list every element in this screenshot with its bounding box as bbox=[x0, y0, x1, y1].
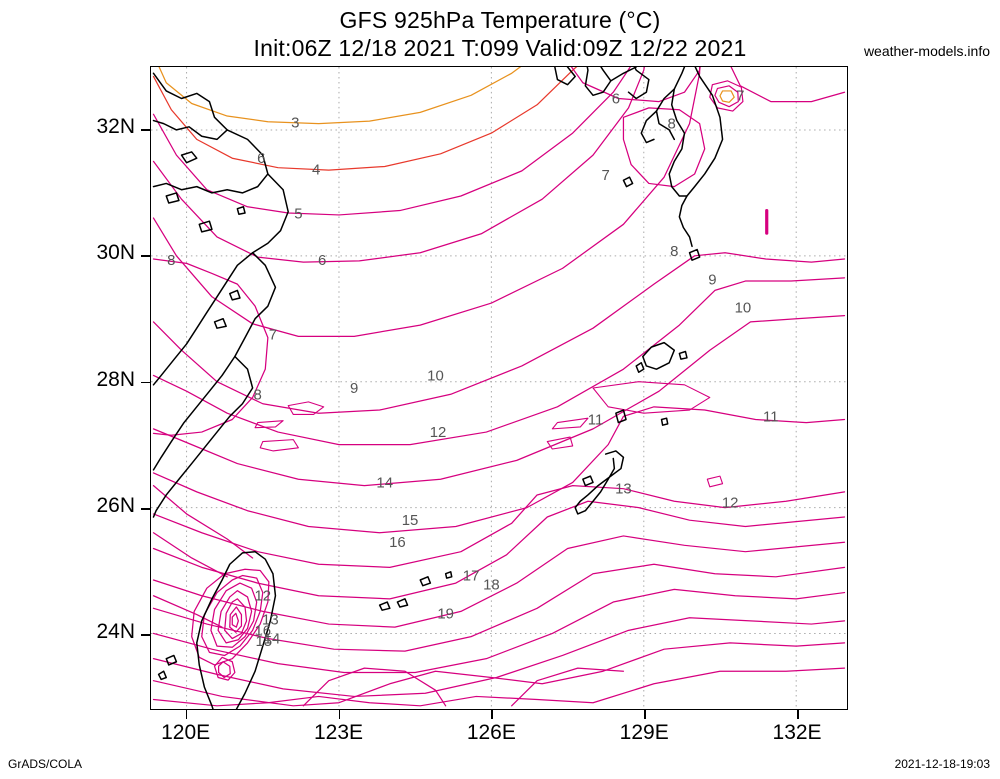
contour-label: 8 bbox=[167, 252, 175, 269]
contour-label: 10 bbox=[735, 299, 752, 316]
y-axis-tick-mark bbox=[141, 507, 150, 510]
title-block: GFS 925hPa Temperature (°C) Init:06Z 12/… bbox=[0, 6, 1000, 62]
contour-label: 18 bbox=[483, 576, 500, 593]
contour-label: 15 bbox=[402, 512, 419, 529]
x-axis-tick-mark bbox=[338, 710, 341, 719]
x-axis-tick-label: 132E bbox=[772, 721, 822, 744]
contour-label: 19 bbox=[437, 605, 454, 622]
contour-plot-area: 3 4 5 6 6 6 7 7 7 8 8 8 8 9 9 10 10 11 11 12 12 12 13 13 14 14 15 1… bbox=[150, 66, 848, 710]
contour-lines-group bbox=[152, 67, 846, 707]
footer-credit: GrADS/COLA bbox=[8, 757, 83, 771]
contour-label: 7 bbox=[269, 326, 277, 343]
contour-label: 16 bbox=[254, 622, 271, 639]
contour-label: 9 bbox=[708, 272, 716, 289]
contour-label: 17 bbox=[463, 568, 480, 585]
contour-label: 13 bbox=[615, 481, 632, 498]
coastline-group bbox=[152, 67, 724, 709]
chart-title: GFS 925hPa Temperature (°C) bbox=[339, 7, 661, 33]
contour-label: 3 bbox=[291, 114, 299, 131]
contour-label: 8 bbox=[670, 243, 678, 260]
x-axis-tick-mark bbox=[797, 710, 799, 719]
contour-label: 11 bbox=[763, 408, 779, 425]
contour-label: 15 bbox=[255, 633, 272, 650]
x-axis-tick-label: 120E bbox=[161, 721, 211, 744]
chart-subtitle: Init:06Z 12/18 2021 T:099 Valid:09Z 12/2… bbox=[253, 35, 747, 61]
y-axis-tick-mark bbox=[141, 255, 150, 257]
y-axis-tick-mark bbox=[141, 634, 150, 636]
contour-label: 5 bbox=[294, 206, 302, 223]
contour-label: 7 bbox=[602, 167, 610, 184]
x-axis-tick-mark bbox=[491, 710, 493, 719]
y-axis-tick-mark bbox=[141, 129, 150, 131]
contour-label: 9 bbox=[350, 380, 358, 397]
x-axis-tick-label: 126E bbox=[466, 721, 516, 744]
contour-label: 13 bbox=[262, 612, 279, 629]
contour-label: 14 bbox=[264, 631, 281, 648]
contour-label: 12 bbox=[722, 495, 739, 512]
y-axis-tick-label: 26N bbox=[96, 493, 135, 517]
contour-label: 11 bbox=[588, 411, 604, 428]
contour-label: 6 bbox=[257, 150, 265, 167]
footer-timestamp: 2021-12-18-19:03 bbox=[894, 757, 990, 771]
x-axis-tick-mark bbox=[644, 710, 646, 719]
x-axis-tick-label: 129E bbox=[619, 721, 669, 744]
contour-label: 6 bbox=[612, 90, 620, 107]
contour-label: 10 bbox=[427, 367, 444, 384]
contour-label: 6 bbox=[318, 252, 326, 269]
y-axis-tick-mark bbox=[141, 381, 150, 384]
contour-label: 12 bbox=[430, 424, 447, 441]
x-axis-tick-label: 123E bbox=[313, 721, 364, 744]
y-axis-tick-label: 32N bbox=[96, 115, 135, 139]
y-axis-tick-label: 28N bbox=[96, 367, 135, 391]
contour-label: 12 bbox=[254, 588, 271, 605]
contour-label: 8 bbox=[254, 386, 262, 403]
attribution-label: weather-models.info bbox=[863, 43, 990, 59]
contour-label: 8 bbox=[668, 116, 676, 133]
contour-label: 4 bbox=[312, 162, 320, 179]
contour-label: 7 bbox=[736, 87, 744, 104]
y-axis-tick-label: 24N bbox=[96, 620, 135, 644]
y-axis-tick-label: 30N bbox=[96, 241, 135, 265]
x-axis-tick-mark bbox=[185, 710, 188, 719]
contour-label: 14 bbox=[376, 474, 393, 491]
contour-label: 16 bbox=[389, 534, 406, 551]
